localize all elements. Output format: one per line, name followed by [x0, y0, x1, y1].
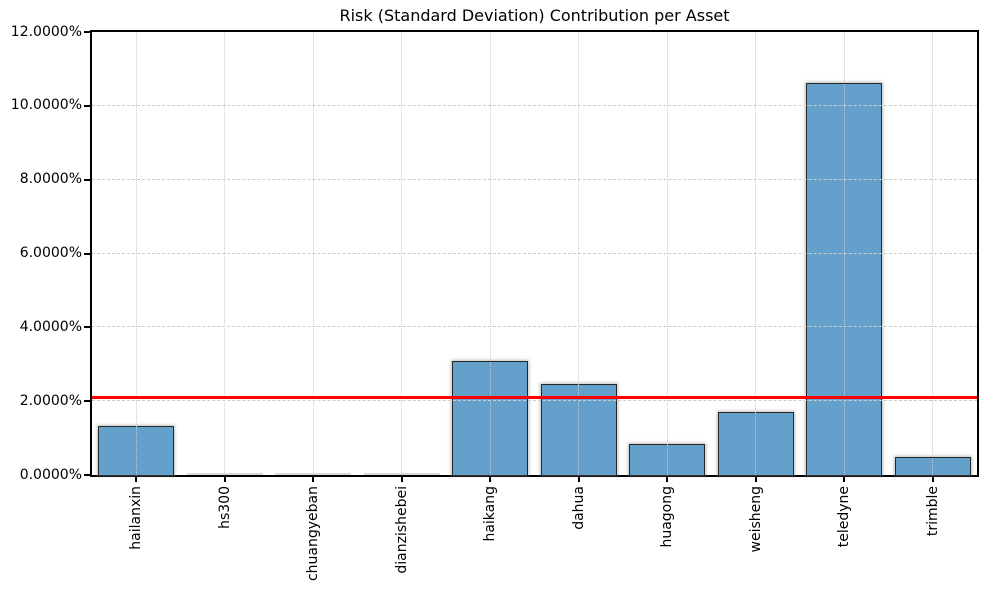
plot-area: [90, 30, 979, 477]
x-tick-huagong: [666, 477, 669, 482]
x-tick-hs300: [223, 477, 226, 482]
x-tick-label-dahua: dahua: [570, 486, 587, 530]
gridline-y-2: [92, 400, 977, 402]
x-tick-dianzishebei: [400, 477, 403, 482]
gridline-x-trimble: [932, 32, 934, 475]
chart-title: Risk (Standard Deviation) Contribution p…: [339, 6, 730, 25]
x-tick-label-weisheng: weisheng: [747, 486, 764, 553]
y-tick-label-8: 8.0000%: [19, 171, 82, 188]
y-tick-10: [84, 104, 90, 107]
gridline-x-hs300: [224, 32, 226, 475]
x-tick-label-haikang: haikang: [482, 486, 499, 542]
x-tick-label-dianzishebei: dianzishebei: [393, 486, 410, 574]
x-tick-trimble: [931, 477, 934, 482]
y-tick-6: [84, 252, 90, 255]
y-tick-label-2: 2.0000%: [19, 392, 82, 409]
gridline-y-6: [92, 252, 977, 254]
gridline-x-haikang: [489, 32, 491, 475]
x-tick-haikang: [489, 477, 492, 482]
x-tick-label-teledyne: teledyne: [836, 486, 853, 548]
gridline-x-dahua: [578, 32, 580, 475]
x-tick-hailanxin: [135, 477, 138, 482]
x-tick-label-hs300: hs300: [216, 486, 233, 529]
y-tick-8: [84, 178, 90, 181]
gridline-x-dianzishebei: [401, 32, 403, 475]
x-tick-label-chuangyeban: chuangyeban: [305, 486, 322, 582]
y-tick-4: [84, 326, 90, 329]
gridline-y-4: [92, 326, 977, 328]
y-tick-label-6: 6.0000%: [19, 245, 82, 261]
gridline-y-10: [92, 104, 977, 106]
y-tick-label-0: 0.0000%: [19, 466, 82, 483]
y-tick-label-4: 4.0000%: [19, 318, 82, 335]
x-tick-label-hailanxin: hailanxin: [128, 486, 145, 550]
y-tick-label-12: 12.0000%: [10, 23, 82, 40]
x-tick-label-trimble: trimble: [924, 486, 941, 537]
gridline-x-huagong: [666, 32, 668, 475]
gridline-x-hailanxin: [135, 32, 137, 475]
gridline-x-chuangyeban: [312, 32, 314, 475]
gridline-x-weisheng: [755, 32, 757, 475]
threshold-line: [92, 395, 977, 399]
x-tick-teledyne: [843, 477, 846, 482]
y-tick-12: [84, 31, 90, 33]
x-tick-dahua: [577, 477, 580, 482]
x-tick-weisheng: [754, 477, 757, 482]
y-tick-label-10: 10.0000%: [10, 97, 82, 114]
y-tick-0: [84, 474, 90, 476]
gridline-y-8: [92, 178, 977, 180]
gridline-x-teledyne: [843, 32, 845, 475]
x-tick-label-huagong: huagong: [659, 486, 676, 548]
y-tick-2: [84, 400, 90, 403]
x-tick-chuangyeban: [312, 477, 315, 482]
